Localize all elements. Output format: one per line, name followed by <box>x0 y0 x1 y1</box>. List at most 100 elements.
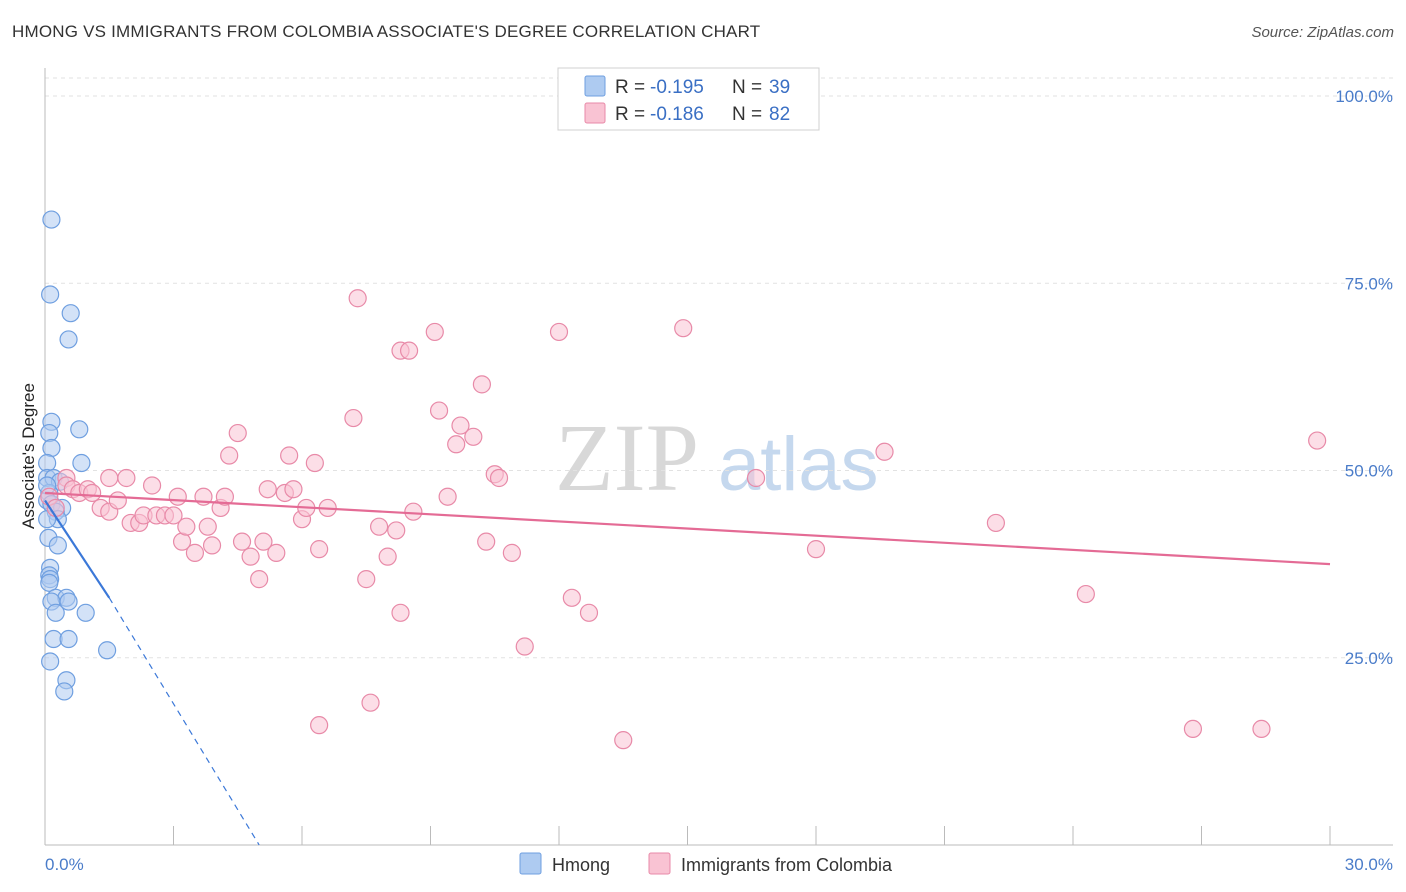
data-point <box>177 517 196 536</box>
x-tick-label-max: 30.0% <box>1345 855 1393 874</box>
data-point <box>399 341 419 360</box>
legend-n-value-colombia: 82 <box>769 104 790 125</box>
data-point <box>378 547 397 566</box>
data-point <box>70 420 89 439</box>
data-point <box>451 416 470 435</box>
data-point <box>472 375 491 394</box>
data-point <box>464 427 483 446</box>
data-point <box>267 543 286 562</box>
data-point <box>391 603 410 622</box>
data-point <box>228 423 247 443</box>
series-legend-swatch-hmong <box>519 852 542 875</box>
data-point <box>76 603 95 622</box>
watermark: ZIP atlas <box>555 404 879 511</box>
stats-legend: R = -0.195 N = 39 R = -0.186 N = 82 <box>557 67 820 131</box>
series-points <box>38 210 1327 750</box>
legend-r-value-colombia: -0.186 <box>650 104 704 125</box>
data-point <box>1308 431 1327 450</box>
data-point <box>348 289 367 308</box>
data-point <box>280 446 299 465</box>
y-tick-label: 50.0% <box>1345 462 1393 481</box>
watermark-zip: ZIP <box>555 404 699 511</box>
data-point <box>614 731 633 750</box>
trend-lines <box>44 491 1331 846</box>
series-legend-swatch-colombia <box>648 852 671 875</box>
data-point <box>1252 719 1271 739</box>
x-tick-label-min: 0.0% <box>45 855 84 874</box>
data-point <box>310 540 329 559</box>
data-point <box>241 547 260 566</box>
y-axis-label: Associate's Degree <box>19 383 38 529</box>
series-0 <box>38 210 117 701</box>
data-point <box>477 532 496 551</box>
data-point <box>579 603 599 622</box>
legend-n-label-hmong: N = <box>732 77 762 98</box>
data-point <box>40 423 59 443</box>
series-legend-label-hmong: Hmong <box>552 855 610 875</box>
source-credit: Source: ZipAtlas.com <box>1251 24 1394 41</box>
data-point <box>447 435 466 454</box>
data-point <box>232 532 252 551</box>
trend-line-1 <box>44 491 1331 566</box>
x-ticks <box>44 826 1331 845</box>
legend-r-label-colombia: R = <box>615 104 645 125</box>
data-point <box>562 588 581 607</box>
data-point <box>250 570 269 589</box>
data-point <box>254 532 273 551</box>
series-1 <box>40 289 1327 750</box>
data-point <box>806 540 826 559</box>
data-point <box>55 682 74 701</box>
watermark-atlas: atlas <box>718 422 879 507</box>
legend-n-label-colombia: N = <box>732 104 762 125</box>
data-point <box>370 517 389 536</box>
data-point <box>305 453 324 473</box>
gridlines <box>45 77 1393 659</box>
y-tick-label: 75.0% <box>1345 274 1393 293</box>
data-point <box>674 319 693 338</box>
data-point <box>489 468 509 488</box>
data-point <box>98 641 117 660</box>
data-point <box>42 210 61 229</box>
y-tick-label: 25.0% <box>1345 649 1393 668</box>
legend-swatch-hmong <box>584 75 606 97</box>
series-legend-label-colombia: Immigrants from Colombia <box>681 855 893 875</box>
legend-r-value-hmong: -0.195 <box>650 77 704 98</box>
data-point <box>83 483 102 503</box>
data-point <box>46 603 65 622</box>
data-point <box>986 513 1006 533</box>
data-point <box>59 330 78 349</box>
data-point <box>438 487 457 506</box>
data-point <box>61 304 80 323</box>
data-point <box>425 322 444 342</box>
data-point <box>746 468 766 488</box>
data-point <box>220 446 239 465</box>
data-point <box>117 468 136 488</box>
data-point <box>215 487 234 506</box>
data-point <box>875 442 894 461</box>
legend-r-label-hmong: R = <box>615 77 645 98</box>
y-tick-label: 100.0% <box>1335 87 1393 106</box>
data-point <box>59 629 78 649</box>
data-point <box>387 521 406 540</box>
data-point <box>202 536 222 555</box>
chart-title: HMONG VS IMMIGRANTS FROM COLOMBIA ASSOCI… <box>12 22 761 41</box>
data-point <box>198 517 217 536</box>
legend-swatch-colombia <box>584 102 606 124</box>
data-point <box>549 322 569 342</box>
trend-line-0 <box>44 499 111 599</box>
data-point <box>357 570 376 589</box>
data-point <box>40 573 59 592</box>
legend-n-value-hmong: 39 <box>769 77 790 98</box>
data-point <box>404 502 423 521</box>
data-point <box>429 401 449 420</box>
data-point <box>284 480 303 499</box>
data-point <box>72 453 91 473</box>
data-point <box>41 285 60 304</box>
data-point <box>108 491 127 510</box>
data-point <box>344 408 363 428</box>
data-point <box>48 536 67 555</box>
data-point <box>42 438 61 458</box>
data-point <box>1076 584 1095 604</box>
trend-extension-0 <box>108 597 260 846</box>
